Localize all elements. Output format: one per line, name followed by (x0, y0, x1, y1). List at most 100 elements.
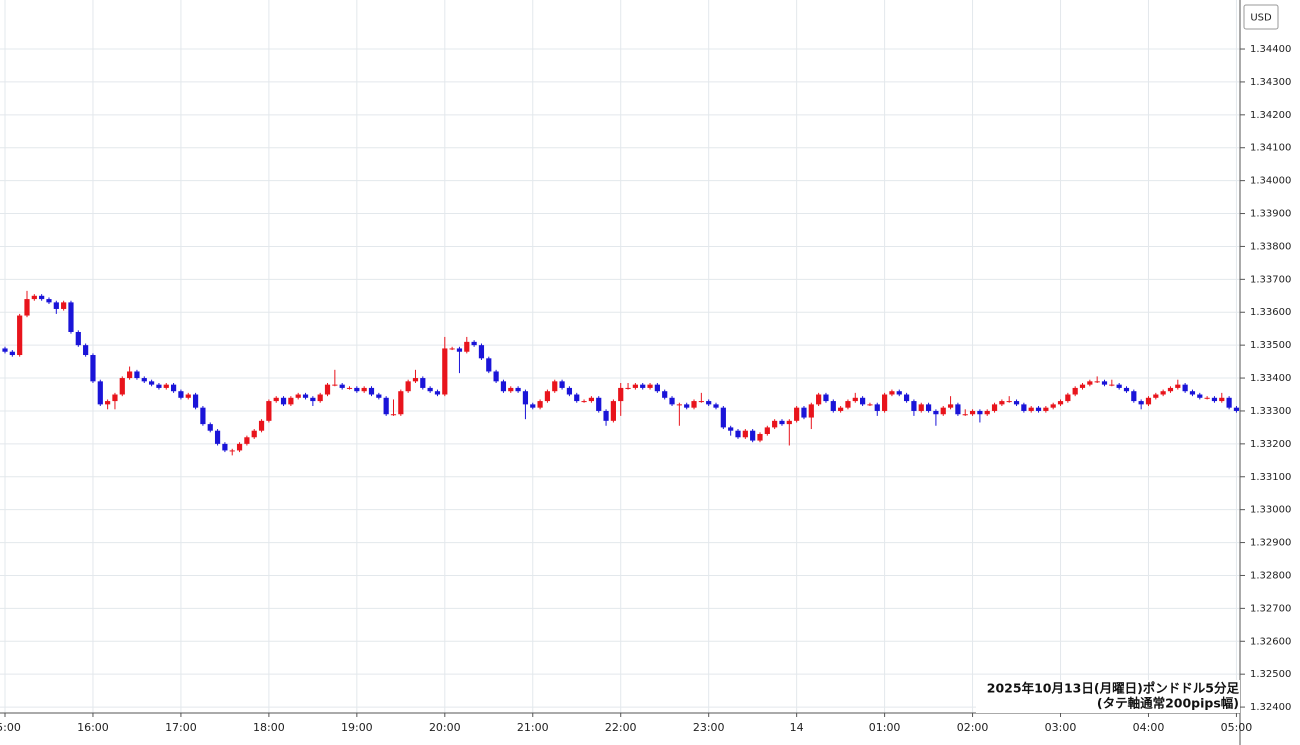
candle-body (911, 401, 917, 411)
candle-body (434, 391, 441, 395)
x-tick-label: 03:00 (1045, 721, 1077, 734)
candle-body (530, 404, 536, 408)
y-tick-label: 1.33800 (1250, 241, 1291, 252)
candle-body (442, 348, 448, 395)
candle-body (288, 397, 294, 405)
candle-body (1233, 407, 1240, 411)
candle-body (39, 295, 45, 300)
candle-body (1160, 391, 1166, 395)
y-tick-label: 1.33700 (1250, 274, 1291, 285)
candle-body (1035, 407, 1042, 411)
candle-body (1028, 407, 1034, 411)
candle-body (1189, 391, 1196, 395)
grid (0, 0, 1240, 713)
currency-box (1243, 4, 1279, 30)
candle-body (845, 401, 851, 408)
candle-body (522, 391, 529, 405)
candle-body (200, 407, 206, 425)
candle-body (390, 414, 397, 416)
candle-body (1021, 404, 1027, 411)
candle-body (977, 410, 983, 415)
candle-body (625, 387, 631, 389)
candle-body (486, 358, 492, 372)
candle-body (874, 404, 880, 411)
candle-body (156, 384, 162, 388)
candle-body (141, 378, 147, 382)
candle-body (427, 387, 433, 392)
candle-body (222, 443, 228, 451)
candles (2, 290, 1240, 456)
candle-body (68, 302, 74, 332)
candle-body (83, 345, 89, 356)
candle-body (830, 401, 836, 411)
y-tick-label: 1.32700 (1250, 603, 1291, 614)
candle-body (713, 404, 719, 408)
candle-body (1182, 384, 1188, 392)
candle-body (405, 381, 411, 392)
candle-body (896, 391, 902, 395)
candle-body (420, 378, 426, 388)
candle-body (918, 404, 924, 411)
candle-body (640, 384, 646, 388)
candle-body (969, 410, 976, 415)
y-tick-label: 1.34200 (1250, 110, 1291, 121)
candle-body (464, 341, 470, 352)
x-tick-label: 02:00 (957, 721, 989, 734)
y-tick-label: 1.33000 (1250, 505, 1291, 516)
y-tick-label: 1.34400 (1250, 44, 1291, 55)
candle-body (933, 410, 939, 415)
candle-body (1131, 391, 1137, 402)
x-tick-label: 20:00 (429, 721, 461, 734)
candle-body (735, 430, 741, 438)
candle-body (1138, 401, 1144, 405)
candle-body (559, 381, 565, 388)
candle-body (691, 401, 697, 408)
y-tick-label: 1.33300 (1250, 406, 1291, 417)
y-tick-label: 1.32400 (1250, 702, 1291, 713)
candle-body (669, 397, 675, 405)
y-tick-label: 1.33100 (1250, 472, 1291, 483)
candle-body (515, 387, 521, 392)
candle-body (596, 397, 602, 411)
candle-body (1109, 384, 1115, 386)
candle-body (566, 387, 573, 395)
candle-body (574, 394, 580, 402)
annotation: 2025年10月13日(月曜日)ポンドドル5分足 (987, 681, 1240, 696)
candle-body (632, 384, 638, 388)
candle-body (170, 384, 177, 392)
candle-body (471, 341, 477, 346)
candle-body (779, 420, 785, 425)
x-tick-label: 04:00 (1133, 721, 1165, 734)
y-tick-label: 1.32900 (1250, 538, 1291, 549)
y-tick-label: 1.33200 (1250, 439, 1291, 450)
candle-body (903, 394, 910, 402)
candle-body (127, 371, 133, 379)
y-tick-label: 1.33400 (1250, 373, 1291, 384)
candle-body (823, 394, 829, 402)
candle-body (860, 397, 866, 405)
candle-body (244, 437, 250, 444)
candle-body (1013, 401, 1020, 405)
candle-body (728, 427, 734, 431)
candle-body (1219, 397, 1225, 402)
y-tick-label: 1.34000 (1250, 176, 1291, 187)
x-tick-label: 05:00 (1221, 721, 1253, 734)
candle-body (295, 394, 301, 398)
y-tick-label: 1.34300 (1250, 77, 1291, 88)
candle-body (46, 299, 52, 303)
candle-body (647, 384, 653, 388)
candle-body (742, 430, 748, 438)
candle-body (1079, 384, 1086, 388)
candle-body (317, 394, 323, 402)
x-tick-label: 23:00 (693, 721, 725, 734)
y-tick-label: 1.33500 (1250, 340, 1291, 351)
candle-body (889, 391, 895, 395)
candle-body (786, 420, 792, 425)
candle-body (750, 430, 756, 441)
candle-body (808, 404, 814, 418)
candle-body (955, 404, 961, 415)
x-tick-label: 19:00 (341, 721, 373, 734)
